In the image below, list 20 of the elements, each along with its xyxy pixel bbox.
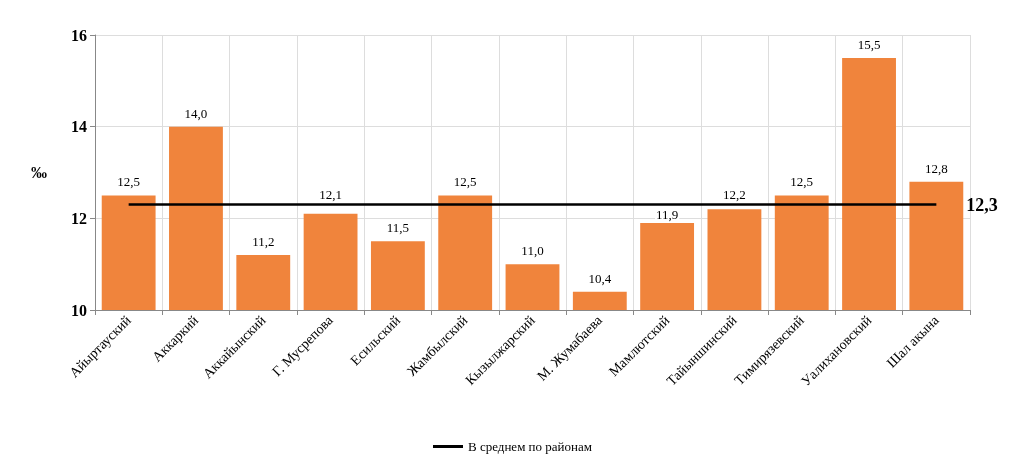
annotation: 12,3 — [966, 194, 998, 215]
data-label: 11,9 — [655, 206, 679, 222]
data-label: 12,5 — [790, 174, 814, 190]
data-label: 12,2 — [723, 186, 746, 202]
data-label: 12,5 — [117, 174, 141, 190]
data-label: 11,5 — [386, 220, 410, 236]
y-tick-label: 16 — [71, 26, 87, 44]
data-label: 12,1 — [319, 186, 342, 202]
data-label: 10,4 — [588, 270, 612, 286]
data-label: 15,5 — [857, 36, 881, 52]
y-tick-label: 12 — [71, 209, 87, 227]
y-tick-label: 10 — [71, 301, 87, 319]
data-label: 11,2 — [252, 234, 275, 249]
y-tick-label: 14 — [71, 118, 87, 136]
y-axis-title: ‰ — [31, 164, 47, 181]
data-label: 11,0 — [521, 243, 544, 259]
legend-label: В среднем по районам — [468, 439, 592, 454]
data-label: 14,0 — [184, 105, 208, 121]
data-label: 12,8 — [924, 160, 948, 176]
data-label: 12,5 — [453, 174, 477, 190]
